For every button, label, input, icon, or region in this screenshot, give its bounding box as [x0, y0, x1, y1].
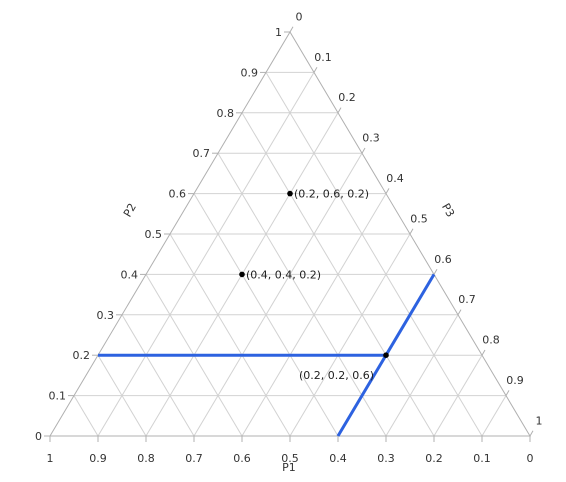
- grid-line-p1: [265, 72, 483, 437]
- tick-label-p3: 0.4: [386, 172, 404, 185]
- data-point: [383, 352, 389, 359]
- tick-label-p3: 0.6: [434, 253, 452, 266]
- axis-title-p2: P2: [121, 201, 139, 219]
- tick-label-p2: 0: [35, 430, 42, 443]
- tick-p3: [289, 26, 294, 33]
- data-point-label: (0.4, 0.4, 0.2): [246, 268, 321, 281]
- tick-label-p2: 0.8: [217, 107, 235, 120]
- tick-label-p1: 0.4: [329, 452, 347, 465]
- tick-label-p1: 0.1: [473, 452, 491, 465]
- tick-label-p3: 0.2: [338, 91, 356, 104]
- grid-line-p1: [121, 314, 195, 437]
- tick-p3: [505, 390, 510, 396]
- tick-label-p1: 0.9: [89, 452, 107, 465]
- tick-label-p1: 0: [527, 452, 534, 465]
- tick-label-p3: 0: [296, 10, 303, 23]
- grid-line-p3: [433, 354, 483, 437]
- tick-p3: [433, 268, 438, 275]
- tick-label-p2: 0.7: [193, 147, 211, 160]
- grid-line-p1: [97, 354, 147, 437]
- tick-p3: [361, 147, 366, 154]
- grid-line-p1: [73, 395, 99, 437]
- data-point: [239, 271, 245, 278]
- tick-label-p1: 1: [47, 452, 54, 465]
- data-point-label: (0.2, 0.2, 0.6): [299, 369, 374, 382]
- tick-label-p2: 0.5: [145, 228, 163, 241]
- tick-label-p2: 0.2: [73, 349, 91, 362]
- tick-label-p1: 0.7: [185, 452, 203, 465]
- tick-label-p1: 0.2: [425, 452, 443, 465]
- tick-label-p3: 0.5: [410, 212, 428, 225]
- tick-label-p2: 1: [275, 26, 282, 39]
- labels-layer: P1 P2 P3: [121, 201, 457, 474]
- tick-p3: [481, 349, 486, 356]
- tick-p3: [337, 107, 342, 114]
- tick-label-p1: 0.3: [377, 452, 395, 465]
- highlight-line-p3: [336, 354, 388, 437]
- tick-p3: [529, 430, 534, 437]
- highlight-layer: [98, 273, 436, 437]
- tick-label-p3: 0.8: [482, 334, 500, 347]
- grid-line-p1: [217, 152, 387, 437]
- tick-label-p1: 0.8: [137, 452, 155, 465]
- tick-label-p3: 0.3: [362, 132, 380, 145]
- grid-line-p3: [193, 152, 363, 437]
- ticks-layer: 1 0.9 0.8 0.7 0.6 0.5 0.4 0.3 0.2 0.1 0 0 0.1 0.2 0.3 0…: [35, 10, 543, 465]
- tick-label-p3: 0.1: [314, 51, 332, 64]
- tick-label-p3: 0.7: [458, 293, 476, 306]
- tick-label-p1: 0.5: [281, 452, 299, 465]
- tick-label-p2: 0.1: [49, 390, 67, 403]
- axis-title-p1: P1: [282, 461, 296, 474]
- highlight-line-p1: [384, 273, 436, 356]
- tick-label-p2: 0.3: [97, 309, 115, 322]
- axis-title-p3: P3: [439, 201, 457, 219]
- tick-label-p3: 0.9: [506, 374, 524, 387]
- tick-label-p2: 0.9: [241, 66, 259, 79]
- tick-label-p2: 0.6: [169, 188, 187, 201]
- tick-p3: [385, 188, 390, 194]
- data-point: [287, 190, 293, 197]
- tick-label-p1: 0.6: [233, 452, 251, 465]
- data-point-label: (0.2, 0.6, 0.2): [294, 188, 369, 201]
- grid-line-p3: [289, 233, 411, 437]
- points-layer: (0.2, 0.6, 0.2) (0.4, 0.4, 0.2) (0.2, 0.2,…: [239, 188, 389, 382]
- tick-p3: [409, 228, 414, 235]
- tick-p3: [457, 309, 462, 316]
- grid-line-p3: [97, 72, 315, 437]
- grid-line-p1: [169, 233, 291, 437]
- grid-line-p3: [481, 395, 507, 437]
- tick-label-p3: 1: [536, 414, 543, 427]
- tick-label-p2: 0.4: [121, 268, 139, 281]
- tick-p3: [313, 66, 318, 73]
- grid-line-p3: [385, 314, 459, 437]
